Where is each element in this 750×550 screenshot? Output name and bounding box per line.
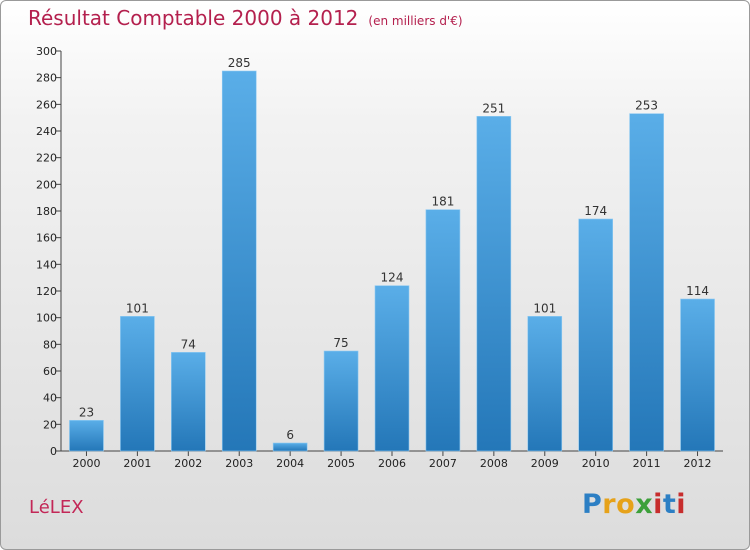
y-tick-label: 40 [43, 392, 57, 405]
chart-title-block: Résultat Comptable 2000 à 2012 (en millie… [28, 6, 463, 30]
commune-name: LéLEX [29, 497, 84, 518]
bar-value-label: 285 [228, 56, 251, 70]
proxiti-logo: Proxiti [582, 489, 686, 520]
x-tick-label: 2003 [225, 457, 253, 470]
x-tick-label: 2010 [582, 457, 610, 470]
logo-letter: x [635, 489, 654, 520]
bar [527, 316, 563, 452]
x-tick-label: 2011 [633, 457, 661, 470]
x-tick-label: 2009 [531, 457, 559, 470]
x-tick-label: 2007 [429, 457, 457, 470]
logo-letter: P [582, 489, 603, 520]
x-tick-label: 2002 [174, 457, 202, 470]
bar [680, 298, 715, 452]
logo-letter: t [662, 489, 677, 520]
x-tick-label: 2008 [480, 457, 508, 470]
y-tick-label: 140 [36, 258, 57, 271]
bar [69, 420, 104, 452]
bar-value-label: 174 [584, 204, 607, 218]
bar [476, 116, 512, 452]
bar-value-label: 124 [381, 271, 404, 285]
y-tick-label: 80 [43, 338, 57, 351]
y-axis: 0 20 40 60 80 100 120 140 160 180 200 220 240 260 280 3… [36, 45, 62, 458]
logo-letter: r [602, 489, 617, 520]
y-tick-label: 280 [36, 72, 57, 85]
x-tick-label: 2001 [123, 457, 151, 470]
bar-value-label: 101 [533, 301, 556, 315]
bar [272, 442, 308, 452]
y-tick-label: 300 [36, 45, 57, 58]
x-tick-label: 2006 [378, 457, 406, 470]
bar-value-label: 23 [79, 405, 94, 419]
bar [425, 209, 461, 452]
y-tick-label: 220 [36, 152, 57, 165]
bar-value-label: 181 [431, 195, 454, 209]
x-axis: 2000 2001 2002 2003 2004 2005 2006 2007 2008 2009… [61, 450, 723, 470]
bar-series: 23 101 74 285 6 75 124 181 251 101 174 253 114 [69, 56, 715, 452]
chart-title: Résultat Comptable 2000 à 2012 [28, 6, 359, 30]
bar [578, 218, 613, 452]
y-tick-label: 260 [36, 98, 57, 111]
bar-value-label: 101 [126, 301, 149, 315]
y-tick-label: 240 [36, 125, 57, 138]
bar-value-label: 74 [181, 337, 196, 351]
bar-value-label: 253 [635, 99, 658, 113]
bar [221, 70, 257, 452]
chart-unit: (en milliers d'€) [368, 14, 463, 28]
y-tick-label: 100 [36, 312, 57, 325]
bar-value-label: 114 [686, 284, 709, 298]
bar-value-label: 6 [286, 428, 294, 442]
logo-letter: i [653, 489, 663, 520]
y-tick-label: 180 [36, 205, 57, 218]
bar [171, 352, 206, 452]
x-tick-label: 2005 [327, 457, 355, 470]
bar [374, 285, 410, 452]
y-tick-label: 200 [36, 178, 57, 191]
y-tick-label: 20 [43, 418, 57, 431]
bar [323, 350, 359, 452]
bar [629, 113, 664, 452]
y-tick-label: 0 [50, 445, 57, 458]
logo-letter: i [676, 489, 687, 520]
y-tick-label: 160 [36, 232, 57, 245]
x-tick-label: 2004 [276, 457, 304, 470]
bar [120, 316, 155, 452]
y-tick-label: 60 [43, 365, 57, 378]
x-tick-label: 2000 [72, 457, 100, 470]
y-tick-label: 120 [36, 285, 57, 298]
logo-letter: o [616, 489, 636, 520]
x-tick-label: 2012 [684, 457, 712, 470]
bar-value-label: 75 [333, 336, 348, 350]
bar-value-label: 251 [482, 101, 505, 115]
